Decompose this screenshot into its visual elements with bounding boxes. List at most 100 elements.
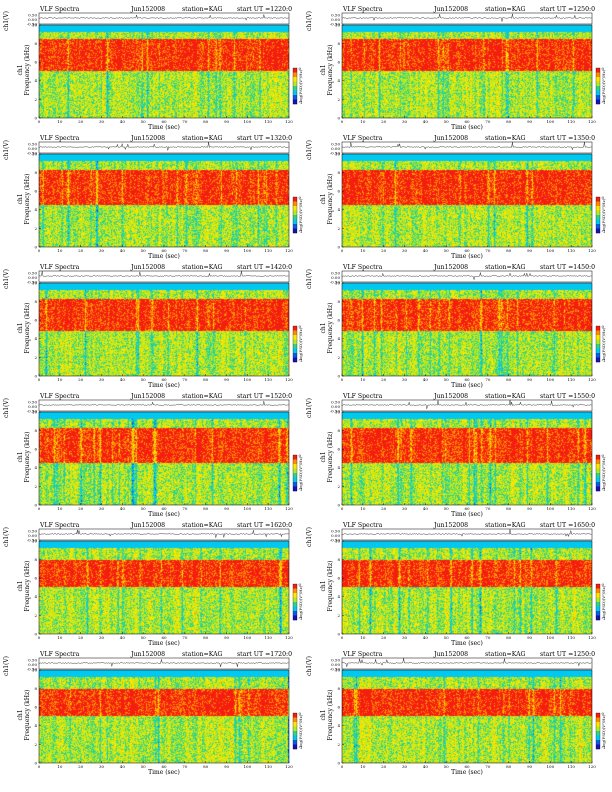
y-tick-label: 6: [337, 318, 340, 323]
colorbar-segment: [293, 326, 297, 331]
spectrogram-image: [39, 541, 289, 634]
colorbar-segment: [596, 726, 600, 732]
colorbar-segment: [596, 77, 600, 82]
spectrogram-image: [39, 25, 289, 118]
y-label-channel: ch1: [17, 709, 24, 720]
y-tick-label: 2: [337, 742, 340, 747]
x-tick-label: 30: [99, 506, 105, 511]
y-tick-label: 6: [34, 189, 37, 194]
colorbar-segment: [596, 72, 600, 78]
x-tick-label: 30: [99, 764, 105, 769]
x-tick-label: 120: [285, 635, 293, 640]
waveform-tick: -0.50: [330, 537, 341, 542]
x-tick-label: 70: [182, 248, 188, 253]
x-tick-label: 60: [464, 248, 470, 253]
x-tick-label: 40: [423, 119, 429, 124]
waveform-trace: [341, 658, 592, 667]
colorbar-segment: [293, 335, 297, 340]
header-date: Jun152008: [130, 135, 165, 142]
x-tick-label: 110: [567, 377, 575, 382]
colorbar-tick: 0: [602, 195, 605, 200]
colorbar-segment: [293, 201, 297, 207]
colorbar-segment: [293, 90, 297, 96]
colorbar-frame: [292, 583, 298, 621]
spectra-panel: VLF Spectra Jun152008 station=KAG start UT …: [0, 520, 303, 648]
header-start: start UT =1520:0: [237, 393, 292, 400]
colorbar-segment: [596, 90, 600, 96]
colorbar-segment: [596, 722, 600, 727]
colorbar-segment: [596, 219, 600, 225]
header-start: start UT =1250:0: [540, 651, 595, 658]
y-axis-label: Frequency (kHz): [24, 173, 31, 224]
colorbar-segment: [596, 210, 600, 216]
y-tick-label: 8: [34, 41, 37, 46]
header-station: station=KAG: [485, 264, 526, 271]
spectra-panel: VLF Spectra Jun152008 station=KAG start UT …: [0, 133, 303, 261]
colorbar-segment: [596, 197, 600, 202]
colorbar-segment: [293, 735, 297, 741]
x-tick-label: 60: [161, 506, 167, 511]
y-axis-label: Frequency (kHz): [24, 44, 31, 95]
x-tick-label: 40: [423, 248, 429, 253]
x-tick-label: 70: [182, 377, 188, 382]
x-tick-label: 100: [547, 248, 555, 253]
waveform-tick: 0.50: [28, 141, 37, 146]
x-axis-label: Time (sec): [451, 769, 483, 776]
header-start: start UT =1720:0: [237, 651, 292, 658]
y-tick-label: 10: [335, 538, 341, 543]
x-tick-label: 90: [527, 764, 533, 769]
waveform-tick: 0.50: [28, 270, 37, 275]
waveform-tick: -0.50: [330, 279, 341, 284]
x-axis-label: Time (sec): [451, 640, 483, 647]
x-tick-label: 110: [264, 506, 272, 511]
x-tick-label: 50: [444, 635, 450, 640]
y-tick-label: 8: [337, 557, 340, 562]
colorbar-tick: -1: [602, 745, 606, 750]
colorbar-segment: [596, 348, 600, 354]
colorbar-tick: -1: [602, 358, 606, 363]
waveform-label: ch1(V): [3, 269, 10, 289]
colorbar-segment: [596, 473, 600, 478]
spectra-chart: VLF Spectra Jun152008 station=KAG start UT …: [306, 6, 606, 131]
x-tick-label: 10: [360, 377, 366, 382]
colorbar-segment: [293, 597, 297, 603]
waveform-tick: 0.00: [28, 146, 37, 151]
y-tick-label: 2: [34, 97, 37, 102]
x-tick-label: 40: [120, 248, 126, 253]
waveform-trace: [341, 529, 592, 538]
y-tick-label: 2: [337, 97, 340, 102]
x-tick-label: 20: [78, 506, 84, 511]
y-tick-label: 6: [337, 576, 340, 581]
waveform-label: ch1(V): [306, 398, 313, 418]
x-tick-label: 120: [285, 119, 293, 124]
header-date: Jun152008: [433, 522, 468, 529]
x-tick-label: 10: [57, 377, 63, 382]
colorbar-segment: [293, 459, 297, 465]
x-tick-label: 100: [547, 764, 555, 769]
x-tick-label: 60: [464, 377, 470, 382]
x-tick-label: 0: [38, 506, 41, 511]
colorbar-label: log(PSD)(V²/Hz): [298, 327, 303, 360]
header-station: station=KAG: [182, 135, 223, 142]
spectra-panel: VLF Spectra Jun152008 station=KAG start UT …: [0, 4, 303, 132]
spectra-chart: VLF Spectra Jun152008 station=KAG start UT …: [306, 264, 606, 389]
header-name: VLF Spectra: [39, 651, 80, 658]
waveform-label: ch1(V): [306, 11, 313, 31]
colorbar-segment: [293, 95, 297, 100]
header-station: station=KAG: [182, 6, 223, 13]
x-tick-label: 110: [264, 764, 272, 769]
y-axis-label: Frequency (kHz): [24, 431, 31, 482]
waveform-frame: [38, 528, 290, 541]
waveform-tick: 0.50: [28, 399, 37, 404]
colorbar-segment: [293, 726, 297, 732]
header-start: start UT =1650:0: [540, 522, 595, 529]
spectra-chart: VLF Spectra Jun152008 station=KAG start UT …: [306, 522, 606, 647]
header-name: VLF Spectra: [39, 264, 80, 271]
y-axis-label: Frequency (kHz): [327, 689, 334, 740]
colorbar-segment: [596, 353, 600, 358]
colorbar-segment: [293, 206, 297, 211]
waveform-tick: 0.00: [331, 404, 340, 409]
x-tick-label: 40: [423, 635, 429, 640]
waveform-label: ch1(V): [306, 656, 313, 676]
x-tick-label: 70: [182, 635, 188, 640]
